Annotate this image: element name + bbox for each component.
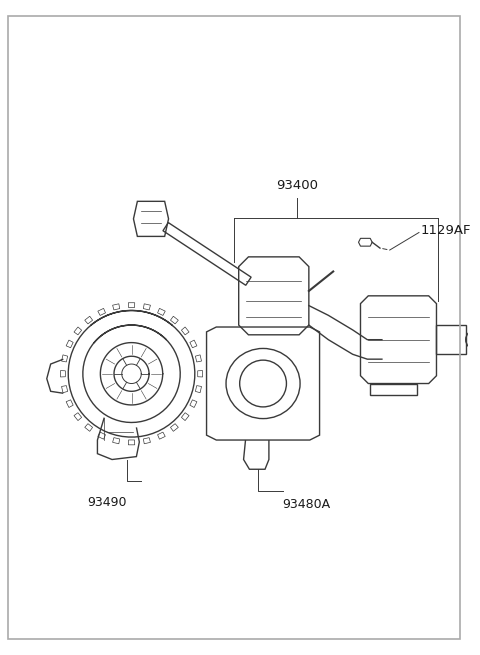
Text: 1129AF: 1129AF (421, 224, 471, 237)
Bar (436, 325, 466, 354)
Text: 93400: 93400 (276, 179, 318, 191)
Text: 93490: 93490 (87, 496, 127, 508)
Text: 93480A: 93480A (283, 498, 331, 512)
